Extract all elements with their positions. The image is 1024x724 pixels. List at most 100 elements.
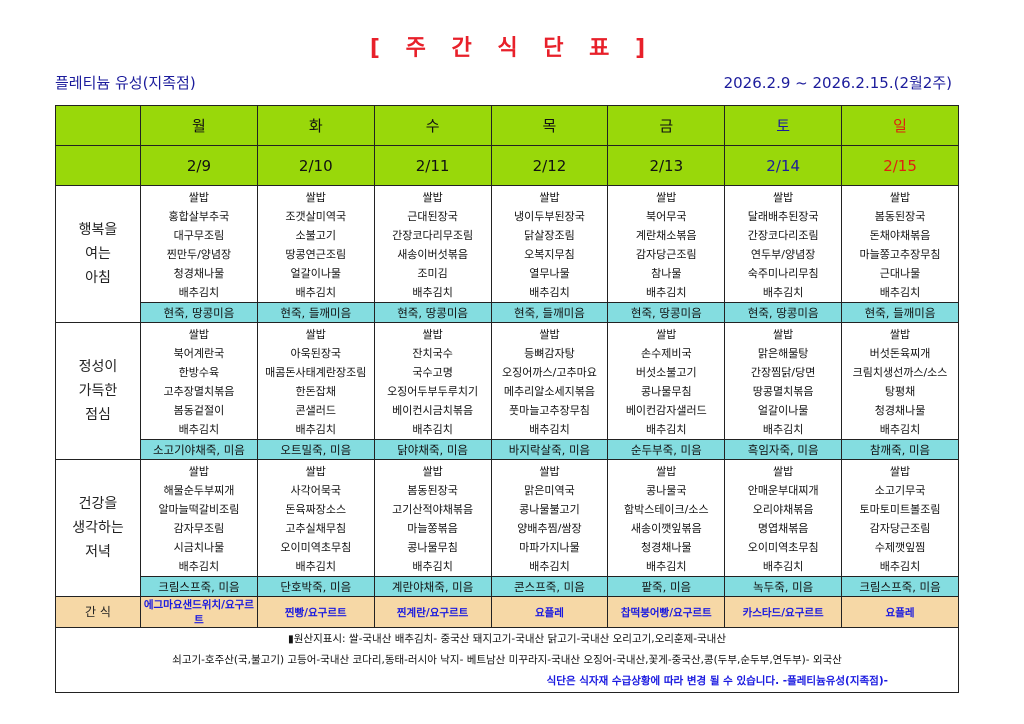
menu-item: 북어계란국 bbox=[173, 347, 225, 360]
menu-item: 오이미역초무침 bbox=[747, 541, 819, 554]
menu-item: 배추김치 bbox=[529, 286, 570, 299]
porridge-cell: 소고기야채죽, 미음 bbox=[140, 439, 258, 460]
origin-info-line: 쇠고기-호주산(국,불고기) 고등어-국내산 코다리,동태-러시아 낙지- 베트… bbox=[172, 653, 842, 666]
weekday-cell: 금 bbox=[607, 105, 726, 146]
menu-item: 근대된장국 bbox=[407, 210, 458, 223]
menu-item: 배추김치 bbox=[529, 423, 570, 436]
menu-item: 쌀밥 bbox=[422, 328, 443, 341]
menu-period: 2026.2.9 ~ 2026.2.15.(2월2주) bbox=[723, 74, 952, 92]
notes-cell: ▮원산지표시: 쌀-국내산 배추김치- 중국산 돼지고기-국내산 닭고기-국내산… bbox=[55, 627, 959, 693]
porridge-cell: 크림스프죽, 미음 bbox=[841, 576, 959, 597]
menu-item: 배추김치 bbox=[762, 286, 804, 299]
porridge-cell: 팥죽, 미음 bbox=[607, 576, 726, 597]
menu-item: 근대나물 bbox=[879, 267, 921, 280]
menu-item: 북어무국 bbox=[646, 210, 687, 223]
menu-item: 대구무조림 bbox=[173, 229, 225, 242]
dinner-day-cell: 쌀밥 안매운부대찌개 오리야채볶음 명엽채볶음 오이미역초무침 배추김치 bbox=[724, 459, 843, 577]
menu-item: 배추김치 bbox=[412, 560, 453, 573]
porridge-cell: 닭야채죽, 미음 bbox=[373, 439, 492, 460]
menu-item: 감자당근조림 bbox=[869, 522, 931, 535]
lunch-porridge-row: 소고기야채죽, 미음 오트밀죽, 미음 닭야채죽, 미음 바지락살죽, 미음 순두부죽,… bbox=[56, 439, 959, 460]
menu-item: 시금치나물 bbox=[173, 541, 225, 554]
date-cell: 2/15 bbox=[841, 145, 959, 186]
porridge-cell: 흑임자죽, 미음 bbox=[724, 439, 843, 460]
menu-item: 탕평채 bbox=[884, 385, 916, 398]
menu-item: 콩나물무침 bbox=[640, 385, 692, 398]
porridge-cell: 크림스프죽, 미음 bbox=[140, 576, 258, 597]
menu-item: 고추실채무침 bbox=[285, 522, 347, 535]
meal-label-line: 건강을 bbox=[78, 496, 118, 512]
lunch-label: 정성이 가득한 점심 bbox=[55, 322, 141, 460]
breakfast-menu-row: 행복을 여는 아침 쌀밥 홍합살부추국 대구무조림 찐만두/양념장 청경채나물 배추김치 쌀밥 조갯… bbox=[55, 185, 959, 323]
menu-item: 오이미역초무침 bbox=[280, 541, 352, 554]
menu-item: 쌀밥 bbox=[656, 328, 677, 341]
branch-name: 플레티늄 유성(지족점) bbox=[55, 74, 196, 92]
porridge-cell: 계란야채죽, 미음 bbox=[373, 576, 492, 597]
menu-item: 돈육짜장소스 bbox=[285, 503, 347, 516]
weekday-cell: 목 bbox=[490, 105, 609, 146]
lunch-day-cell: 쌀밥 손수제비국 버섯소불고기 콩나물무침 베이컨감자샐러드 배추김치 bbox=[607, 322, 726, 440]
menu-item: 조미김 bbox=[417, 267, 448, 280]
menu-item: 감자당근조림 bbox=[635, 248, 697, 261]
menu-item: 베이컨감자샐러드 bbox=[625, 404, 707, 417]
menu-item: 홍합살부추국 bbox=[168, 210, 230, 223]
notes-row: ▮원산지표시: 쌀-국내산 배추김치- 중국산 돼지고기-국내산 닭고기-국내산… bbox=[55, 627, 959, 693]
menu-item: 콩나물무침 bbox=[407, 541, 458, 554]
snack-cell: 에그마요샌드위치/요구르트 bbox=[140, 596, 258, 628]
menu-item: 새송이깻잎볶음 bbox=[630, 522, 702, 535]
menu-item: 사각어묵국 bbox=[290, 484, 342, 497]
menu-item: 크림치생선까스/소스 bbox=[852, 366, 948, 379]
snack-cell: 찐빵/요구르트 bbox=[256, 596, 375, 628]
menu-item: 고기산적야채볶음 bbox=[392, 503, 474, 516]
menu-item: 연두부/양념장 bbox=[750, 248, 816, 261]
menu-item: 맑은해물탕 bbox=[757, 347, 809, 360]
menu-item: 함박스테이크/소스 bbox=[623, 503, 709, 516]
lunch-day-cell: 쌀밥 맑은해물탕 간장찜닭/당면 땅콩멸치볶음 얼갈이나물 배추김치 bbox=[724, 322, 843, 440]
menu-item: 마늘쫑볶음 bbox=[407, 522, 458, 535]
header-blank-cell bbox=[55, 145, 141, 186]
date-cell: 2/13 bbox=[607, 145, 726, 186]
menu-item: 냉이두부된장국 bbox=[514, 210, 585, 223]
menu-item: 배추김치 bbox=[646, 286, 687, 299]
porridge-cell: 순두부죽, 미음 bbox=[607, 439, 726, 460]
menu-item: 알마늘떡갈비조림 bbox=[158, 503, 240, 516]
snack-label: 간 식 bbox=[55, 596, 141, 628]
menu-item: 풋마늘고추장무침 bbox=[508, 404, 590, 417]
weekday-cell: 토 bbox=[724, 105, 843, 146]
lunch-menu-row: 정성이 가득한 점심 쌀밥 북어계란국 한방수육 고추장멸치볶음 봄동겉절이 배추김치 쌀밥 아욱된… bbox=[55, 322, 959, 460]
meal-label-line: 점심 bbox=[85, 407, 111, 423]
menu-item: 소고기무국 bbox=[874, 484, 926, 497]
breakfast-day-cell: 쌀밥 조갯살미역국 소불고기 땅콩연근조림 얼갈이나물 배추김치 bbox=[256, 185, 375, 303]
menu-item: 열무나물 bbox=[529, 267, 570, 280]
dinner-label: 건강을 생각하는 저녁 bbox=[55, 459, 141, 597]
menu-item: 배추김치 bbox=[295, 560, 336, 573]
menu-item: 감자무조림 bbox=[173, 522, 225, 535]
menu-item: 맑은미역국 bbox=[524, 484, 575, 497]
menu-item: 배추김치 bbox=[178, 286, 220, 299]
menu-item: 쌀밥 bbox=[889, 465, 911, 478]
menu-item: 배추김치 bbox=[295, 423, 336, 436]
origin-info-line: ▮원산지표시: 쌀-국내산 배추김치- 중국산 돼지고기-국내산 닭고기-국내산… bbox=[287, 632, 727, 645]
menu-item: 명엽채볶음 bbox=[757, 522, 809, 535]
lunch-day-cell: 쌀밥 잔치국수 국수고명 오징어두부두루치기 베이컨시금치볶음 배추김치 bbox=[373, 322, 492, 440]
menu-item: 참나물 bbox=[651, 267, 682, 280]
menu-item: 쌀밥 bbox=[188, 191, 210, 204]
menu-item: 한방수육 bbox=[178, 366, 220, 379]
lunch-day-cell: 쌀밥 등뼈감자탕 오징어까스/고추마요 메추리알소세지볶음 풋마늘고추장무침 배추김치 bbox=[490, 322, 609, 440]
dinner-menu-row: 건강을 생각하는 저녁 쌀밥 해물순두부찌개 알마늘떡갈비조림 감자무조림 시금치나물 배추김치… bbox=[55, 459, 959, 597]
meal-label-line: 가득한 bbox=[78, 383, 118, 399]
breakfast-day-cell: 쌀밥 냉이두부된장국 닭살장조림 오복지무침 열무나물 배추김치 bbox=[490, 185, 609, 303]
date-cell: 2/12 bbox=[490, 145, 609, 186]
menu-item: 손수제비국 bbox=[640, 347, 692, 360]
snack-cell: 찐계란/요구르트 bbox=[373, 596, 492, 628]
menu-item: 쌀밥 bbox=[539, 465, 560, 478]
menu-item: 쌀밥 bbox=[539, 191, 560, 204]
weekday-cell: 월 bbox=[140, 105, 258, 146]
weekly-menu-table: 월 화 수 목 금 토 일 2/9 2/10 2/11 2/12 2/13 2/14 2/15 행복을 여는 아… bbox=[55, 105, 959, 693]
menu-change-notice: 식단은 식자재 수급상황에 따라 변경 될 수 있습니다. -플레티늄유성(지족… bbox=[546, 674, 888, 687]
meal-label-line: 행복을 bbox=[78, 222, 118, 238]
porridge-cell: 현죽, 땅콩미음 bbox=[724, 302, 843, 323]
meal-label-line: 생각하는 bbox=[72, 520, 124, 536]
menu-item: 간장코다리무조림 bbox=[392, 229, 474, 242]
